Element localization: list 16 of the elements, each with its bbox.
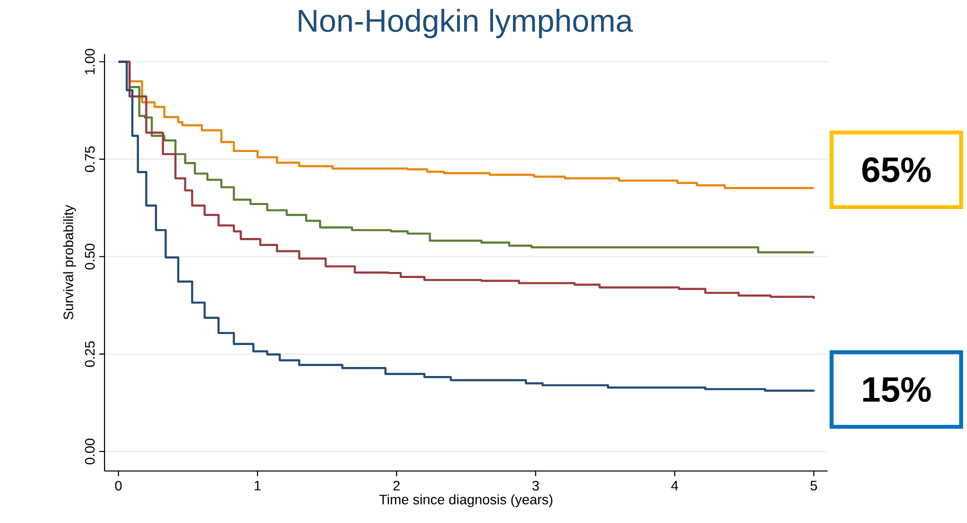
y-tick-label: 0.25 (84, 341, 95, 367)
x-tick-label: 5 (810, 480, 818, 490)
x-tick-label: 1 (254, 480, 261, 490)
y-tick-label: 0.75 (84, 146, 95, 172)
y-tick-label: 0.50 (84, 244, 95, 270)
x-axis-title: Time since diagnosis (years) (379, 494, 552, 508)
chart-title: Non-Hodgkin lymphoma (298, 8, 633, 38)
y-axis-title: Survival probability (63, 204, 76, 320)
x-tick-label: 2 (393, 480, 400, 490)
x-tick-label: 4 (671, 480, 678, 490)
text: 65% (862, 157, 931, 182)
y-tick-label: 0.00 (84, 438, 95, 464)
y-tick-label: 1.00 (84, 48, 95, 74)
x-tick-label: 3 (532, 480, 539, 491)
text: 15% (863, 377, 931, 402)
x-tick-label: 0 (115, 480, 122, 491)
